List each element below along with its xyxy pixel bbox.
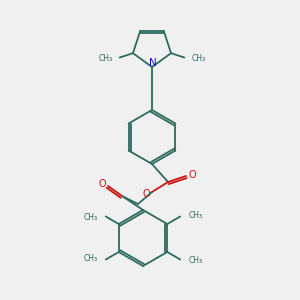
Text: CH₃: CH₃ xyxy=(98,54,113,63)
Text: N: N xyxy=(149,58,157,68)
Text: O: O xyxy=(188,170,196,180)
Text: CH₃: CH₃ xyxy=(84,254,98,263)
Text: CH₃: CH₃ xyxy=(188,211,202,220)
Text: CH₃: CH₃ xyxy=(188,256,202,265)
Text: O: O xyxy=(142,189,150,199)
Text: CH₃: CH₃ xyxy=(191,54,206,63)
Text: O: O xyxy=(98,179,106,189)
Text: CH₃: CH₃ xyxy=(84,213,98,222)
